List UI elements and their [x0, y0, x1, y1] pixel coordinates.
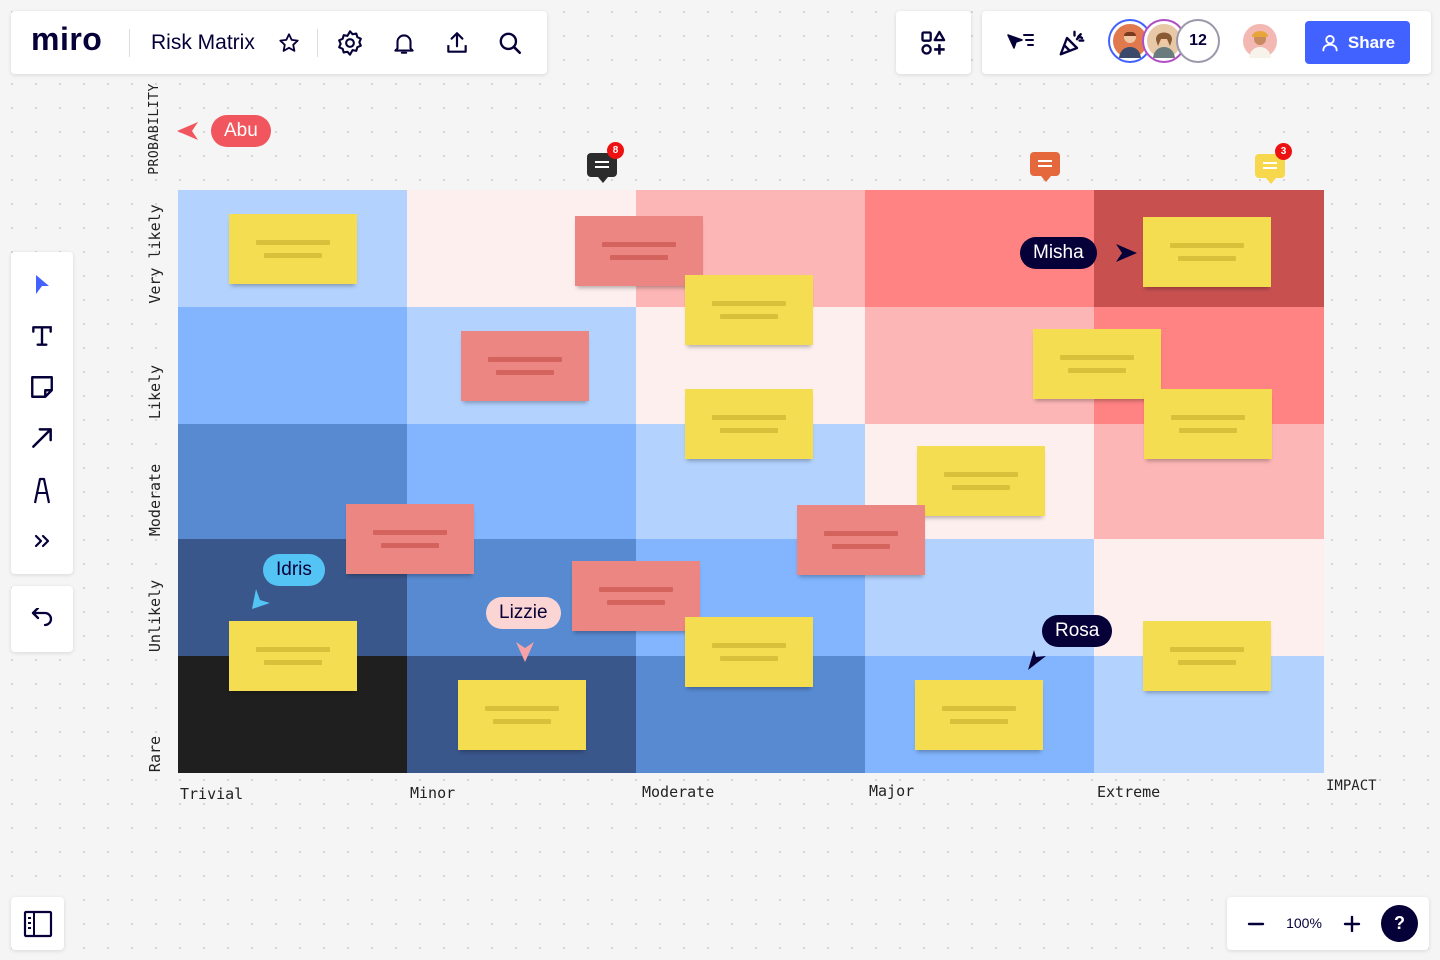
- star-icon[interactable]: [277, 31, 301, 55]
- column-label: Extreme: [1097, 783, 1161, 801]
- text-tool-icon[interactable]: [27, 321, 57, 351]
- sticky-note[interactable]: [685, 389, 813, 459]
- sticky-note[interactable]: [461, 331, 589, 401]
- avatar[interactable]: [1110, 21, 1150, 61]
- apps-panel: [896, 11, 971, 74]
- sticky-note[interactable]: [685, 617, 813, 687]
- sticky-note[interactable]: [1033, 329, 1161, 399]
- column-label: Minor: [410, 784, 456, 802]
- bell-icon[interactable]: [389, 28, 419, 58]
- zoom-panel: 100% ?: [1227, 897, 1429, 950]
- sticky-note-tool-icon[interactable]: [27, 372, 57, 402]
- x-axis-title: IMPACT: [1326, 778, 1377, 794]
- sidebar-toggle-panel: [11, 897, 64, 950]
- column-label: Moderate: [642, 783, 715, 801]
- sticky-note[interactable]: [917, 446, 1045, 516]
- row-label: Likely: [146, 364, 164, 420]
- y-axis-title: PROBABILITY: [147, 83, 162, 175]
- sticky-note[interactable]: [1143, 621, 1271, 691]
- zoom-in-icon[interactable]: [1339, 911, 1365, 937]
- avatar[interactable]: [1144, 21, 1184, 61]
- row-label: Very likely: [146, 204, 164, 304]
- help-button[interactable]: ?: [1381, 905, 1418, 942]
- user-icon: [1320, 33, 1340, 53]
- sticky-note[interactable]: [1143, 217, 1271, 287]
- risk-matrix: [178, 190, 1324, 773]
- apps-icon[interactable]: [918, 28, 948, 58]
- zoom-out-icon[interactable]: [1243, 911, 1269, 937]
- collab-panel: 12 Share: [982, 11, 1431, 74]
- cursor-label-abu: Abu: [211, 115, 271, 147]
- sidebar-toggle-icon[interactable]: [22, 908, 53, 939]
- connection-line-tool-icon[interactable]: [27, 423, 57, 453]
- row-label: Unlikely: [146, 579, 164, 653]
- sticky-note[interactable]: [797, 505, 925, 575]
- cursor-arrow-icon: [176, 121, 200, 146]
- more-tools-icon[interactable]: [27, 526, 57, 556]
- sticky-note[interactable]: [572, 561, 700, 631]
- sticky-note[interactable]: [685, 275, 813, 345]
- cursor-label-rosa: Rosa: [1042, 615, 1113, 647]
- miro-logo[interactable]: miro: [31, 21, 103, 57]
- row-label: Rare: [146, 735, 164, 773]
- column-label: Trivial: [180, 785, 244, 803]
- select-tool-icon[interactable]: [27, 270, 57, 300]
- cursor-filter-icon[interactable]: [1004, 28, 1036, 58]
- search-icon[interactable]: [495, 28, 525, 58]
- user-count: 12: [1189, 32, 1207, 49]
- celebrate-icon[interactable]: [1056, 27, 1088, 59]
- share-label: Share: [1347, 32, 1396, 52]
- matrix-cell: [178, 307, 407, 424]
- row-label: Moderate: [146, 463, 164, 537]
- undo-panel: [11, 586, 73, 652]
- sticky-note[interactable]: [1144, 389, 1272, 459]
- cursor-label-misha: Misha: [1020, 237, 1097, 269]
- cursor-arrow-icon: [515, 640, 535, 669]
- divider: [129, 29, 130, 57]
- settings-icon[interactable]: [335, 28, 365, 58]
- zoom-level[interactable]: 100%: [1286, 915, 1322, 931]
- help-label: ?: [1394, 913, 1405, 933]
- upload-icon[interactable]: [442, 28, 472, 58]
- cursor-arrow-icon: [1026, 648, 1050, 677]
- comment-count-badge: 8: [607, 142, 624, 159]
- current-user-avatar[interactable]: [1240, 21, 1280, 61]
- undo-icon[interactable]: [27, 604, 57, 634]
- sticky-note[interactable]: [915, 680, 1043, 750]
- cursor-arrow-icon: [1114, 243, 1138, 268]
- sticky-note[interactable]: [229, 214, 357, 284]
- sticky-note[interactable]: [458, 680, 586, 750]
- comment-icon[interactable]: [1030, 152, 1060, 182]
- user-count-badge[interactable]: 12: [1178, 21, 1218, 61]
- cursor-label-lizzie: Lizzie: [486, 597, 561, 629]
- board-header: miro Risk Matrix: [11, 11, 547, 74]
- pen-tool-icon[interactable]: [27, 474, 57, 506]
- cursor-label-idris: Idris: [263, 554, 325, 586]
- comment-count-badge: 3: [1275, 143, 1292, 160]
- sticky-note[interactable]: [229, 621, 357, 691]
- share-button[interactable]: Share: [1305, 21, 1410, 64]
- cursor-arrow-icon: [248, 587, 272, 616]
- column-label: Major: [869, 782, 915, 800]
- divider: [317, 29, 318, 57]
- sticky-note[interactable]: [346, 504, 474, 574]
- left-toolbar: [11, 252, 73, 574]
- sticky-note[interactable]: [575, 216, 703, 286]
- board-title[interactable]: Risk Matrix: [151, 31, 255, 54]
